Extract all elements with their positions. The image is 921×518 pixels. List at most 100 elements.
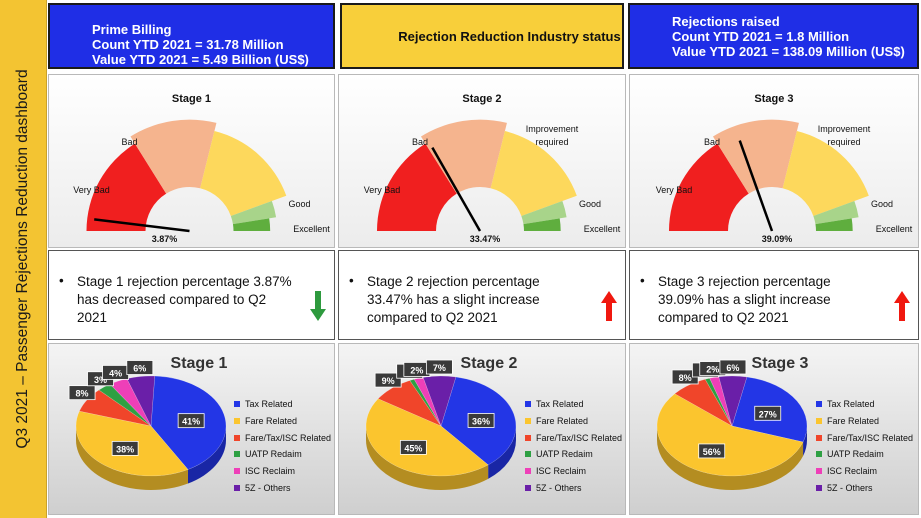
legend-item: Fare/Tax/ISC Related — [525, 429, 622, 446]
pie-chart: Stage 327%56%8%1%2%6% — [656, 355, 809, 490]
legend-label: Fare/Tax/ISC Related — [536, 432, 623, 443]
legend-label: Tax Related — [536, 399, 584, 410]
legend-item: Tax Related — [525, 396, 622, 413]
pie-title: Stage 3 — [752, 355, 809, 372]
legend-swatch — [234, 484, 240, 491]
bullet: • — [349, 273, 354, 288]
arrow-up-icon — [894, 291, 910, 321]
legend-item: Tax Related — [816, 396, 913, 413]
excellent-label: Excellent — [293, 224, 330, 234]
gauge-band-bad — [130, 119, 217, 194]
pie-slice-side — [76, 426, 188, 490]
pie-slice — [704, 377, 733, 427]
good-label: Good — [579, 199, 601, 209]
legend-label: 5Z - Others — [245, 482, 291, 493]
rejections-raised-value: Value YTD 2021 = 138.09 Million (US$) — [672, 44, 905, 59]
gauge-band-excellent — [232, 218, 271, 231]
pie-chart: Stage 1 41% 38% 8% 3%4% 6% — [68, 355, 228, 490]
stage-1-note-text: Stage 1 rejection percentage 3.87% has d… — [77, 274, 292, 325]
legend-label: 5Z - Others — [536, 482, 582, 493]
pie-slice-side — [803, 426, 807, 456]
pie-data-label-text: 36% — [472, 416, 490, 426]
pie-legend: Tax Related Fare Related Fare/Tax/ISC Rela… — [525, 396, 622, 496]
pie-slice — [656, 393, 804, 477]
legend-label: ISC Reclaim — [536, 466, 587, 477]
pie-data-label-text: 3% — [94, 375, 107, 385]
pie-data-label: 9% — [374, 372, 402, 388]
legend-label: Fare Related — [827, 416, 880, 427]
legend-item: 5Z - Others — [525, 479, 622, 496]
pie-data-label: 6% — [126, 360, 154, 375]
legend-item: Fare Related — [816, 413, 913, 430]
pie-slice-side — [187, 426, 226, 484]
excellent-label: Excellent — [876, 224, 913, 234]
pie-slice — [674, 379, 733, 427]
pie-slice — [422, 375, 457, 427]
legend-label: Fare Related — [536, 416, 589, 427]
pie-data-label: 2% — [403, 362, 431, 377]
pie-slice — [409, 379, 442, 427]
legend-swatch — [234, 418, 240, 425]
prime-billing-header: Prime Billing Count YTD 2021 = 31.78 Mil… — [48, 3, 335, 69]
pie-data-label-text: 56% — [703, 447, 721, 457]
gauge-band-improvement — [782, 131, 869, 216]
pie-data-label: 45% — [399, 440, 427, 455]
gauge-needle — [738, 140, 774, 232]
legend-item: Fare/Tax/ISC Related — [234, 429, 331, 446]
legend-item: Tax Related — [234, 396, 331, 413]
industry-status-title: Rejection Reduction Industry status — [398, 28, 621, 44]
stage-3-note: • Stage 3 rejection percentage 39.09% ha… — [629, 250, 919, 340]
stage-2-note-text: Stage 2 rejection percentage 33.47% has … — [367, 274, 540, 325]
legend-swatch — [234, 434, 240, 441]
legend-label: Fare/Tax/ISC Related — [245, 432, 332, 443]
legend-item: ISC Reclaim — [234, 463, 331, 480]
rejections-raised-count: Count YTD 2021 = 1.8 Million — [672, 29, 850, 44]
gauge-band-excellent — [815, 218, 853, 231]
legend-item: Fare Related — [525, 413, 622, 430]
legend-item: UATP Redaim — [816, 446, 913, 463]
legend-swatch — [816, 434, 822, 441]
pie-data-label-text: 2% — [706, 365, 719, 375]
pie-data-label-text: 45% — [404, 443, 422, 453]
stage-1-pie-panel: Stage 1 41% 38% 8% 3% 4% 6% Tax Related Fare Rel… — [48, 343, 335, 515]
pie-legend: Tax Related Fare Related Fare/Tax/ISC Rela… — [816, 396, 913, 496]
legend-label: UATP Redaim — [827, 449, 884, 460]
legend-swatch — [525, 418, 531, 425]
gauge-band-good — [521, 201, 567, 225]
legend-swatch — [525, 484, 531, 491]
stage-3-gauge-panel: Stage 3 Very Bad Bad Improvement required Goo… — [629, 74, 919, 248]
gauge-chart: Stage 2 Very Bad Bad Improvement required Goo… — [364, 93, 621, 244]
legend-label: 5Z - Others — [827, 482, 873, 493]
gauge-band-very-bad — [668, 143, 749, 231]
pie-chart: Stage 236%45%9%1%2%7% — [365, 355, 518, 491]
pie-data-label: 4% — [102, 365, 129, 380]
rejections-raised-title: Rejections raised — [672, 14, 780, 29]
pie-data-label: 41% — [177, 413, 205, 429]
stage-1-gauge-panel: Stage 1 Very Bad Bad Good Excellent 3.87% — [48, 74, 335, 248]
gauge-band-improvement — [200, 131, 287, 216]
improvement-label: Improvement — [526, 124, 579, 134]
legend-swatch — [816, 484, 822, 491]
legend-item: Fare Related — [234, 413, 331, 430]
legend-swatch — [234, 401, 240, 408]
pie-data-label-text: 41% — [182, 417, 200, 427]
excellent-label: Excellent — [584, 224, 621, 234]
legend-swatch — [816, 451, 822, 458]
industry-status-header: Rejection Reduction Industry status — [340, 3, 624, 69]
gauge-value: 3.87% — [152, 234, 178, 244]
legend-item: ISC Reclaim — [816, 463, 913, 480]
gauge-value: 39.09% — [762, 234, 793, 244]
legend-swatch — [525, 434, 531, 441]
gauge-band-good — [230, 201, 277, 225]
pie-title: Stage 2 — [461, 355, 518, 372]
gauge-band-good — [813, 201, 859, 225]
rejections-raised-header: Rejections raised Count YTD 2021 = 1.8 M… — [628, 3, 919, 69]
legend-label: Tax Related — [245, 399, 293, 410]
pie-title: Stage 1 — [171, 355, 228, 372]
pie-data-label: 36% — [467, 413, 495, 428]
arrow-up-icon — [601, 291, 617, 321]
legend-swatch — [525, 468, 531, 475]
pie-legend: Tax Related Fare Related Fare/Tax/ISC Rela… — [234, 396, 331, 496]
good-label: Good — [288, 199, 310, 209]
